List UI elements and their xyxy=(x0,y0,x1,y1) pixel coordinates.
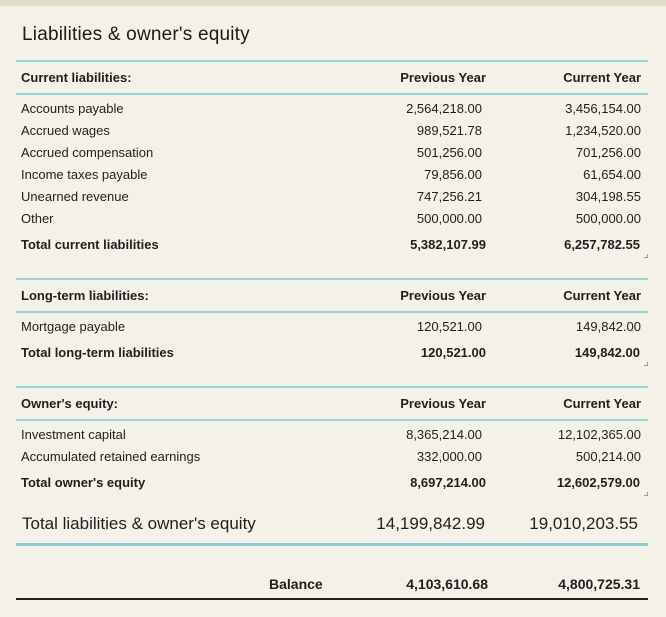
balance-sheet: Liabilities & owner's equity Current lia… xyxy=(0,6,666,617)
row-label: Accrued compensation xyxy=(21,145,154,160)
table-row: Accounts payable 2,564,218.00 3,456,154.… xyxy=(16,98,648,120)
previous-value: 79,856.00 xyxy=(424,167,482,182)
row-label: Accumulated retained earnings xyxy=(21,449,201,464)
row-label: Mortgage payable xyxy=(21,319,126,334)
balance-current-value: 4,800,725.31 xyxy=(558,576,640,592)
table-row: Accrued wages 989,521.78 1,234,520.00 xyxy=(16,120,648,142)
current-value: 500,214.00 xyxy=(575,449,641,464)
previous-value: 2,564,218.00 xyxy=(406,101,482,116)
current-value: 149,842.00 xyxy=(575,319,641,334)
total-current-value: 12,602,579.00 xyxy=(556,475,640,490)
previous-value: 120,521.00 xyxy=(416,319,482,334)
row-label: Accounts payable xyxy=(21,101,124,116)
previous-year-header: Previous Year xyxy=(400,396,486,411)
resize-handle-icon xyxy=(644,492,648,496)
current-year-header: Current Year xyxy=(563,288,641,303)
current-value: 1,234,520.00 xyxy=(565,123,641,138)
section-top-rule xyxy=(16,386,648,388)
current-value: 500,000.00 xyxy=(575,211,641,226)
total-row: Total long-term liabilities 120,521.00 1… xyxy=(16,342,648,364)
section-top-rule xyxy=(16,60,648,62)
total-previous-value: 8,697,214.00 xyxy=(410,475,486,490)
balance-rule xyxy=(16,598,648,600)
grand-total-previous-value: 14,199,842.99 xyxy=(376,514,485,533)
section-header-row: Long-term liabilities: Previous Year Cur… xyxy=(16,285,648,307)
row-label: Income taxes payable xyxy=(21,167,148,182)
balance-row: Balance 4,103,610.68 4,800,725.31 xyxy=(16,568,650,598)
current-year-header: Current Year xyxy=(563,396,641,411)
balance-label: Balance xyxy=(269,576,323,592)
header-rule xyxy=(16,311,648,313)
section-top-rule xyxy=(16,278,648,280)
total-previous-value: 5,382,107.99 xyxy=(410,237,486,252)
previous-value: 8,365,214.00 xyxy=(406,427,482,442)
table-row: Investment capital 8,365,214.00 12,102,3… xyxy=(16,424,648,446)
previous-value: 989,521.78 xyxy=(416,123,482,138)
total-previous-value: 120,521.00 xyxy=(420,345,486,360)
top-strip xyxy=(0,0,666,6)
total-label: Total long-term liabilities xyxy=(21,345,174,360)
grand-total-label: Total liabilities & owner's equity xyxy=(22,514,256,533)
table-row: Income taxes payable 79,856.00 61,654.00 xyxy=(16,164,648,186)
total-label: Total current liabilities xyxy=(21,237,159,252)
header-rule xyxy=(16,93,648,95)
table-row: Other 500,000.00 500,000.00 xyxy=(16,208,648,230)
current-value: 304,198.55 xyxy=(575,189,641,204)
header-rule xyxy=(16,419,648,421)
row-label: Other xyxy=(21,211,54,226)
row-label: Investment capital xyxy=(21,427,126,442)
row-label: Accrued wages xyxy=(21,123,110,138)
total-row: Total owner's equity 8,697,214.00 12,602… xyxy=(16,472,648,494)
grand-total-rule xyxy=(16,543,648,546)
page-title: Liabilities & owner's equity xyxy=(22,24,250,45)
current-value: 61,654.00 xyxy=(583,167,641,182)
current-value: 701,256.00 xyxy=(575,145,641,160)
grand-total-current-value: 19,010,203.55 xyxy=(529,514,638,533)
total-current-value: 149,842.00 xyxy=(574,345,640,360)
balance-previous-value: 4,103,610.68 xyxy=(406,576,488,592)
previous-value: 501,256.00 xyxy=(416,145,482,160)
section-header-row: Current liabilities: Previous Year Curre… xyxy=(16,67,648,89)
current-value: 12,102,365.00 xyxy=(557,427,641,442)
previous-value: 500,000.00 xyxy=(416,211,482,226)
previous-value: 747,256.21 xyxy=(416,189,482,204)
section-heading: Owner's equity: xyxy=(21,396,118,411)
grand-total-row: Total liabilities & owner's equity 14,19… xyxy=(16,506,648,546)
previous-value: 332,000.00 xyxy=(416,449,482,464)
section-header-row: Owner's equity: Previous Year Current Ye… xyxy=(16,393,648,415)
table-row: Mortgage payable 120,521.00 149,842.00 xyxy=(16,316,648,338)
previous-year-header: Previous Year xyxy=(400,70,486,85)
table-row: Accrued compensation 501,256.00 701,256.… xyxy=(16,142,648,164)
table-row: Unearned revenue 747,256.21 304,198.55 xyxy=(16,186,648,208)
resize-handle-icon xyxy=(644,362,648,366)
table-row: Accumulated retained earnings 332,000.00… xyxy=(16,446,648,468)
section-heading: Long-term liabilities: xyxy=(21,288,149,303)
row-label: Unearned revenue xyxy=(21,189,129,204)
previous-year-header: Previous Year xyxy=(400,288,486,303)
total-label: Total owner's equity xyxy=(21,475,146,490)
current-year-header: Current Year xyxy=(563,70,641,85)
total-current-value: 6,257,782.55 xyxy=(564,237,640,252)
current-value: 3,456,154.00 xyxy=(565,101,641,116)
resize-handle-icon xyxy=(644,254,648,258)
total-row: Total current liabilities 5,382,107.99 6… xyxy=(16,234,648,256)
section-heading: Current liabilities: xyxy=(21,70,132,85)
